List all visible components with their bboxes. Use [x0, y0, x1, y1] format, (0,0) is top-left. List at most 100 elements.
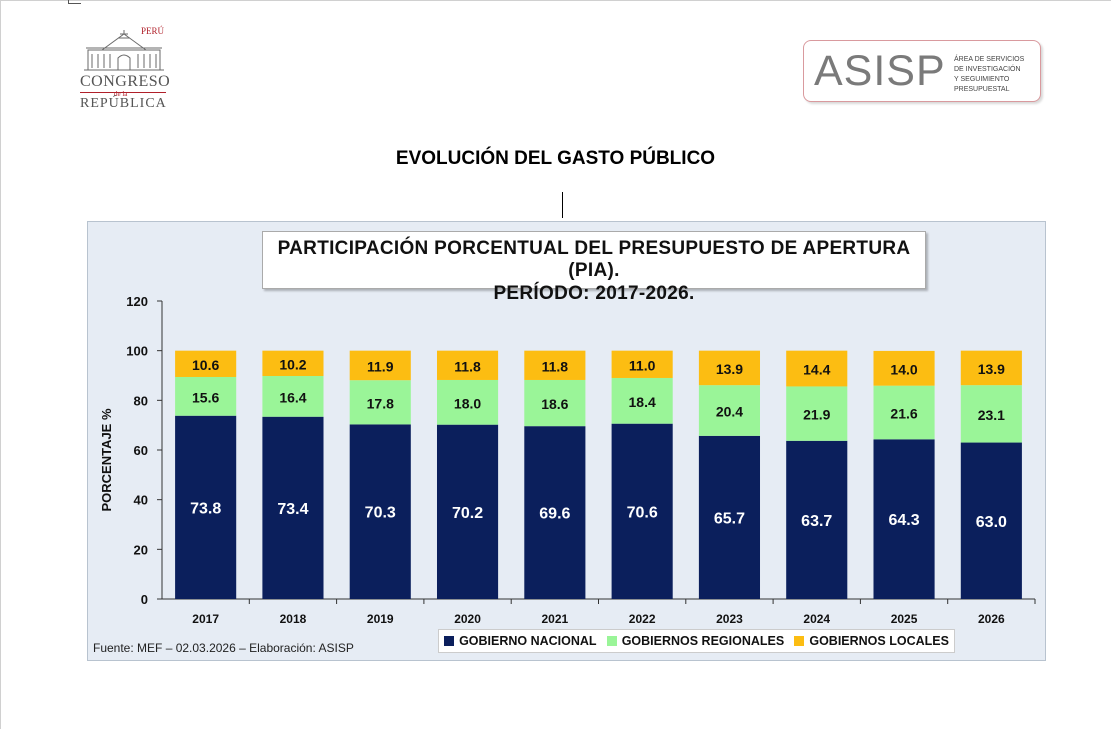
x-tick-label: 2018 [280, 612, 307, 626]
page-border-left [0, 0, 1, 729]
data-label: 20.4 [716, 404, 743, 420]
data-label: 73.8 [190, 500, 221, 517]
data-label: 23.1 [978, 407, 1005, 423]
data-label: 10.2 [279, 356, 306, 372]
legend-swatch [444, 636, 455, 646]
data-label: 17.8 [367, 395, 394, 411]
data-label: 13.9 [716, 361, 743, 377]
legend-swatch [794, 636, 805, 646]
source-note: Fuente: MEF – 02.03.2026 – Elaboración: … [93, 641, 354, 655]
bar-segment-nacional [960, 442, 1022, 599]
bar-segment-nacional [175, 415, 237, 599]
data-label: 14.4 [803, 362, 830, 378]
bar-segment-regionales [698, 385, 761, 436]
x-tick-label: 2023 [716, 612, 743, 626]
data-label: 21.6 [890, 406, 917, 422]
data-label: 13.9 [978, 361, 1005, 377]
y-tick-label: 0 [141, 592, 148, 607]
data-label: 16.4 [279, 389, 306, 405]
page-corner-mark [68, 0, 81, 4]
bar-segment-locales [436, 350, 499, 380]
bar-segment-locales [786, 350, 848, 387]
bar-segment-regionales [960, 385, 1022, 443]
bar-segment-regionales [436, 379, 499, 425]
legend-label: GOBIERNOS LOCALES [809, 634, 949, 648]
x-tick-label: 2025 [891, 612, 918, 626]
data-label: 11.8 [542, 358, 569, 374]
y-tick-label: 80 [134, 393, 148, 408]
y-tick-label: 20 [134, 542, 148, 557]
bar-segment-locales [960, 350, 1022, 386]
legend-item: GOBIERNOS LOCALES [794, 634, 949, 648]
legend-label: GOBIERNOS REGIONALES [621, 634, 785, 648]
legend-item: GOBIERNOS REGIONALES [606, 634, 785, 648]
y-tick-label: 40 [134, 493, 148, 508]
data-label: 11.0 [629, 357, 656, 373]
y-tick-label: 100 [126, 344, 148, 359]
congreso-rule [80, 92, 166, 93]
congreso-de-la: de la [114, 90, 128, 98]
bar-segment-regionales [262, 375, 324, 417]
y-tick-label: 60 [134, 443, 148, 458]
bar-segment-locales [698, 350, 761, 386]
data-label: 73.4 [277, 501, 308, 518]
congreso-peru-label: PERÚ [140, 26, 164, 36]
data-label: 70.2 [452, 505, 483, 522]
data-label: 70.6 [627, 504, 658, 521]
asisp-description: ÁREA DE SERVICIOS DE INVESTIGACIÓN Y SEG… [954, 56, 1025, 93]
data-label: 10.6 [192, 357, 219, 373]
bar-segment-nacional [611, 423, 673, 599]
bar-segment-regionales [873, 385, 935, 440]
x-tick-label: 2024 [803, 612, 830, 626]
bar-segment-regionales [611, 377, 673, 424]
data-label: 21.9 [803, 407, 830, 423]
bar-segment-locales [611, 350, 673, 378]
congreso-word: CONGRESO [80, 73, 171, 90]
congress-building-icon [84, 30, 164, 71]
bar-segment-locales [873, 350, 935, 386]
legend-label: GOBIERNO NACIONAL [459, 634, 597, 648]
data-label: 65.7 [714, 510, 745, 527]
stacked-bar-chart: 0 20 40 60 80 100 120 PORCENTAJE % 73.8 15.6 10.6 2… [99, 294, 1036, 626]
x-tick-label: 2017 [192, 612, 219, 626]
bar-segment-regionales [175, 376, 237, 416]
bar-segment-nacional [786, 440, 848, 599]
data-label: 18.0 [454, 395, 481, 411]
bar-segment-nacional [698, 435, 761, 599]
y-axis-label: PORCENTAJE % [99, 408, 114, 511]
bar-segment-locales [349, 350, 411, 381]
x-tick-label: 2021 [541, 612, 568, 626]
data-label: 69.6 [539, 506, 570, 523]
text-cursor [562, 192, 563, 218]
data-label: 11.8 [454, 358, 481, 374]
bar-segment-locales [524, 350, 586, 380]
bar-segment-nacional [262, 416, 324, 599]
data-label: 11.9 [367, 358, 394, 374]
bar-segment-regionales [786, 386, 848, 441]
chart-subtitle: PERÍODO: 2017-2026. [493, 283, 695, 304]
bar-segment-nacional [873, 439, 935, 599]
data-label: 18.4 [629, 394, 656, 410]
data-label: 64.3 [888, 512, 919, 529]
chart-title: PARTICIPACIÓN PORCENTUAL DEL PRESUPUESTO… [277, 238, 911, 281]
x-tick-label: 2020 [454, 612, 481, 626]
x-tick-label: 2019 [367, 612, 394, 626]
legend-item: GOBIERNO NACIONAL [444, 634, 597, 648]
bar-segment-locales [262, 350, 324, 376]
asisp-logo: ASISP ÁREA DE SERVICIOS DE INVESTIGACIÓN… [803, 40, 1041, 102]
congreso-republica: REPÚBLICA [80, 96, 167, 111]
y-tick-label: 120 [126, 294, 148, 309]
chart-legend: GOBIERNO NACIONAL GOBIERNOS REGIONALES GOB… [438, 629, 955, 653]
chart-title-box: PARTICIPACIÓN PORCENTUAL DEL PRESUPUESTO… [262, 231, 926, 304]
bar-segment-regionales [349, 380, 411, 425]
data-label: 70.3 [365, 505, 396, 522]
bar-segment-regionales [524, 379, 586, 427]
data-label: 63.7 [801, 513, 832, 530]
x-tick-label: 2026 [978, 612, 1005, 626]
data-label: 14.0 [890, 361, 917, 377]
asisp-name: ASISP [814, 47, 946, 95]
bar-segment-locales [175, 350, 237, 377]
data-label: 15.6 [192, 389, 219, 405]
bar-segment-nacional [436, 424, 499, 599]
legend-swatch [606, 636, 617, 646]
